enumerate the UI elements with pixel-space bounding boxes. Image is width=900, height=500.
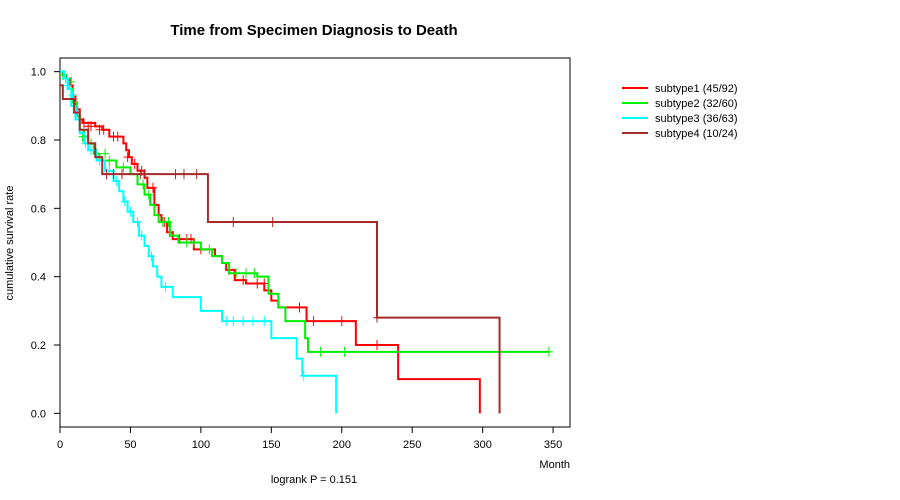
censor-mark: [372, 312, 381, 323]
chart-title: Time from Specimen Diagnosis to Death: [170, 22, 457, 39]
x-tick-label: 100: [192, 439, 210, 451]
y-tick-label: 1.0: [31, 67, 46, 79]
censor-mark: [250, 268, 259, 279]
censor-mark: [161, 281, 170, 292]
censor-mark: [117, 169, 126, 180]
x-tick-label: 0: [57, 439, 63, 451]
y-axis-label: cumulative survival rate: [4, 186, 16, 301]
censor-mark: [164, 217, 173, 227]
censor-mark: [222, 316, 231, 327]
censor-mark: [316, 346, 325, 357]
censor-mark: [120, 196, 129, 207]
censor-mark: [249, 316, 258, 327]
censor-mark: [309, 316, 318, 327]
censor-mark: [260, 316, 269, 327]
censor-mark: [253, 278, 262, 289]
legend-label-1: subtype1 (45/92): [655, 83, 738, 95]
series-layer: [58, 70, 553, 414]
censor-mark: [109, 169, 118, 180]
censor-mark: [101, 148, 110, 159]
x-tick-label: 250: [403, 439, 421, 451]
censor-mark: [79, 117, 88, 128]
y-tick-label: 0.6: [31, 203, 46, 215]
censor-mark: [130, 158, 139, 169]
censor-mark: [126, 206, 135, 217]
censor-mark: [372, 340, 381, 350]
x-tick-label: 150: [262, 439, 280, 451]
censor-mark: [133, 217, 142, 227]
y-axis: 0.0 0.2 0.4 0.6 0.8 1.0: [31, 67, 60, 420]
censor-mark: [171, 169, 180, 180]
censor-mark: [148, 182, 157, 193]
survival-curve-1: [60, 70, 481, 414]
censor-mark: [139, 179, 148, 190]
censor-mark: [99, 124, 108, 135]
logrank-annotation: logrank P = 0.151: [271, 474, 357, 486]
censor-mark: [340, 346, 349, 357]
x-tick-label: 50: [124, 439, 136, 451]
censor-mark: [182, 237, 191, 248]
x-tick-label: 300: [473, 439, 491, 451]
censor-mark: [140, 169, 149, 180]
censor-mark: [241, 268, 250, 279]
censor-mark: [137, 230, 146, 241]
censor-mark: [86, 145, 95, 156]
censor-mark: [63, 80, 72, 91]
legend-label-4: subtype4 (10/24): [655, 128, 738, 140]
censor-mark: [119, 162, 128, 173]
censor-mark: [61, 73, 70, 84]
legend: subtype1 (45/92) subtype2 (32/60) subtype3…: [622, 83, 738, 140]
plot-frame: [59, 57, 571, 428]
x-tick-label: 200: [333, 439, 351, 451]
y-tick-label: 0.4: [31, 272, 46, 284]
series-1: [60, 70, 481, 414]
censor-mark: [102, 169, 111, 180]
censor-mark: [205, 244, 214, 255]
censor-mark: [295, 302, 304, 313]
censor-mark: [112, 176, 121, 186]
censor-mark: [299, 370, 308, 381]
censor-mark: [229, 316, 238, 327]
censor-mark: [144, 189, 153, 200]
censor-mark: [179, 169, 188, 180]
survival-curve-4: [60, 84, 501, 414]
censor-mark: [544, 346, 553, 357]
censor-mark: [192, 169, 201, 180]
censor-mark: [268, 217, 277, 227]
censor-mark: [189, 237, 198, 248]
censor-mark: [232, 268, 241, 279]
legend-label-2: subtype2 (32/60): [655, 98, 738, 110]
censor-mark: [113, 131, 122, 142]
y-tick-label: 0.0: [31, 408, 46, 420]
y-tick-label: 0.2: [31, 340, 46, 352]
x-axis: 0 50 100 150 200 250 300 350: [57, 427, 562, 451]
censor-mark: [229, 217, 238, 227]
censor-mark: [86, 121, 95, 132]
y-tick-label: 0.8: [31, 135, 46, 147]
censor-mark: [147, 251, 156, 262]
censor-mark: [260, 278, 269, 289]
x-axis-label: Month: [539, 459, 570, 471]
censor-mark: [239, 316, 248, 327]
censor-mark: [123, 152, 132, 163]
censor-mark: [105, 155, 114, 166]
censor-mark: [239, 275, 248, 286]
censor-mark: [337, 316, 346, 327]
legend-label-3: subtype3 (36/63): [655, 113, 738, 125]
series-4: [60, 84, 501, 414]
x-tick-label: 350: [544, 439, 562, 451]
